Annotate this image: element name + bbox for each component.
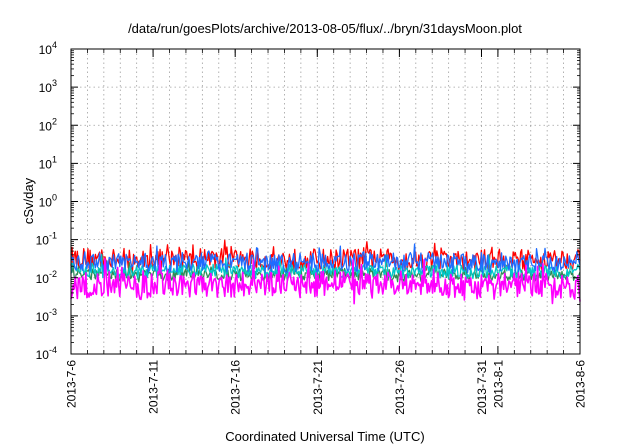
x-tick-label: 2013-7-26 [393,360,407,415]
chart-title: /data/run/goesPlots/archive/2013-08-05/f… [128,21,522,36]
y-tick-label: 100 [39,193,57,210]
y-tick-label: 10-2 [36,269,57,286]
series-line [70,243,581,274]
y-tick-label: 10-3 [36,307,57,324]
y-axis-label: cSv/day [21,177,36,224]
x-tick-label: 2013-7-6 [65,360,79,408]
x-tick-label: 2013-8-1 [491,360,505,408]
y-tick-label: 103 [39,78,57,95]
grid [71,49,580,354]
y-tick-label: 104 [39,40,57,57]
y-tick-label: 10-1 [36,231,57,248]
x-tick-label: 2013-7-21 [311,360,325,415]
y-tick-label: 10-4 [36,345,57,362]
x-tick-label: 2013-8-6 [574,360,588,408]
x-axis-label: Coordinated Universal Time (UTC) [225,429,424,444]
ticks [70,48,581,355]
series-line [70,258,581,305]
x-tick-label: 2013-7-11 [147,360,161,414]
series-layer [70,239,581,305]
y-tick-label: 101 [39,154,57,171]
y-tick-label: 102 [39,116,57,133]
x-tick-label: 2013-7-31 [475,360,489,415]
y-tick-labels: 10-4 10-3 10-2 10-1 100 101 102 103 104 [36,40,57,362]
x-tick-label: 2013-7-16 [229,360,243,415]
x-tick-labels: 2013-7-6 2013-7-11 2013-7-16 2013-7-21 2013-… [65,360,588,415]
